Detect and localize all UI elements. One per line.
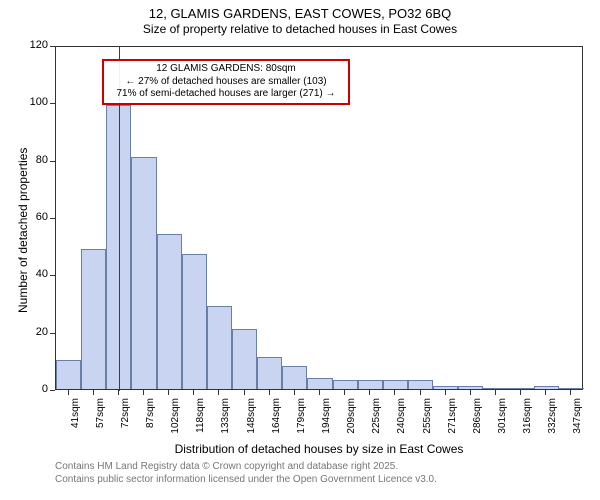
x-tick-label: 316sqm — [522, 398, 533, 448]
x-tick — [244, 390, 245, 395]
footer-attribution: Contains HM Land Registry data © Crown c… — [55, 460, 437, 486]
x-tick-label: 286sqm — [472, 398, 483, 448]
x-tick-label: 301sqm — [497, 398, 508, 448]
histogram-bar — [458, 386, 483, 389]
y-tick — [50, 46, 55, 47]
histogram-bar — [182, 254, 207, 389]
histogram-bar — [307, 378, 332, 389]
x-tick-label: 209sqm — [346, 398, 357, 448]
histogram-bar — [333, 380, 358, 389]
x-tick — [520, 390, 521, 395]
x-tick — [394, 390, 395, 395]
x-tick — [319, 390, 320, 395]
x-tick — [420, 390, 421, 395]
chart-container: 12, GLAMIS GARDENS, EAST COWES, PO32 6BQ… — [0, 0, 600, 500]
x-tick — [93, 390, 94, 395]
x-tick — [118, 390, 119, 395]
x-tick-label: 57sqm — [95, 398, 106, 448]
y-tick-label: 80 — [20, 154, 48, 166]
x-tick-label: 332sqm — [547, 398, 558, 448]
annotation-box: 12 GLAMIS GARDENS: 80sqm← 27% of detache… — [102, 59, 350, 105]
histogram-bar — [559, 388, 584, 389]
annotation-line-2: ← 27% of detached houses are smaller (10… — [110, 76, 342, 89]
x-tick-label: 118sqm — [195, 398, 206, 448]
x-tick — [68, 390, 69, 395]
x-tick — [143, 390, 144, 395]
x-tick — [545, 390, 546, 395]
x-tick — [495, 390, 496, 395]
y-tick-label: 20 — [20, 326, 48, 338]
x-tick — [294, 390, 295, 395]
footer-line-2: Contains public sector information licen… — [55, 473, 437, 486]
x-tick-label: 271sqm — [447, 398, 458, 448]
histogram-bar — [257, 357, 282, 389]
histogram-bar — [81, 249, 106, 389]
histogram-bar — [282, 366, 307, 389]
histogram-bar — [433, 386, 458, 389]
x-tick-label: 194sqm — [321, 398, 332, 448]
y-tick-label: 120 — [20, 39, 48, 51]
x-tick — [570, 390, 571, 395]
y-tick — [50, 390, 55, 391]
y-tick — [50, 103, 55, 104]
x-tick-label: 41sqm — [70, 398, 81, 448]
histogram-bar — [483, 388, 508, 389]
histogram-bar — [383, 380, 408, 389]
histogram-bar — [56, 360, 81, 389]
y-tick-label: 60 — [20, 211, 48, 223]
y-tick — [50, 275, 55, 276]
x-tick — [269, 390, 270, 395]
histogram-bar — [534, 386, 559, 389]
x-tick — [445, 390, 446, 395]
histogram-bar — [232, 329, 257, 389]
y-tick-label: 100 — [20, 96, 48, 108]
y-tick — [50, 161, 55, 162]
x-tick-label: 148sqm — [246, 398, 257, 448]
x-tick — [369, 390, 370, 395]
x-tick-label: 255sqm — [422, 398, 433, 448]
x-tick — [193, 390, 194, 395]
chart-title: 12, GLAMIS GARDENS, EAST COWES, PO32 6BQ — [0, 6, 600, 21]
x-tick — [470, 390, 471, 395]
x-tick — [344, 390, 345, 395]
x-tick-label: 87sqm — [145, 398, 156, 448]
histogram-bar — [358, 380, 383, 389]
x-tick-label: 179sqm — [296, 398, 307, 448]
y-tick-label: 40 — [20, 268, 48, 280]
y-axis-label: Number of detached properties — [16, 148, 30, 313]
y-tick — [50, 333, 55, 334]
x-tick-label: 133sqm — [220, 398, 231, 448]
x-tick-label: 72sqm — [120, 398, 131, 448]
x-tick — [168, 390, 169, 395]
x-tick-label: 225sqm — [371, 398, 382, 448]
histogram-bar — [157, 234, 182, 389]
x-tick-label: 240sqm — [396, 398, 407, 448]
histogram-bar — [408, 380, 433, 389]
plot-area: 12 GLAMIS GARDENS: 80sqm← 27% of detache… — [55, 46, 583, 390]
x-tick-label: 347sqm — [572, 398, 583, 448]
x-tick — [218, 390, 219, 395]
title-block: 12, GLAMIS GARDENS, EAST COWES, PO32 6BQ… — [0, 0, 600, 36]
y-tick-label: 0 — [20, 383, 48, 395]
x-tick-label: 102sqm — [170, 398, 181, 448]
annotation-line-1: 12 GLAMIS GARDENS: 80sqm — [110, 63, 342, 76]
chart-subtitle: Size of property relative to detached ho… — [0, 22, 600, 36]
histogram-bar — [131, 157, 156, 389]
histogram-bar — [207, 306, 232, 389]
footer-line-1: Contains HM Land Registry data © Crown c… — [55, 460, 437, 473]
annotation-line-3: 71% of semi-detached houses are larger (… — [110, 88, 342, 101]
x-tick-label: 164sqm — [271, 398, 282, 448]
y-tick — [50, 218, 55, 219]
histogram-bar — [509, 388, 534, 389]
